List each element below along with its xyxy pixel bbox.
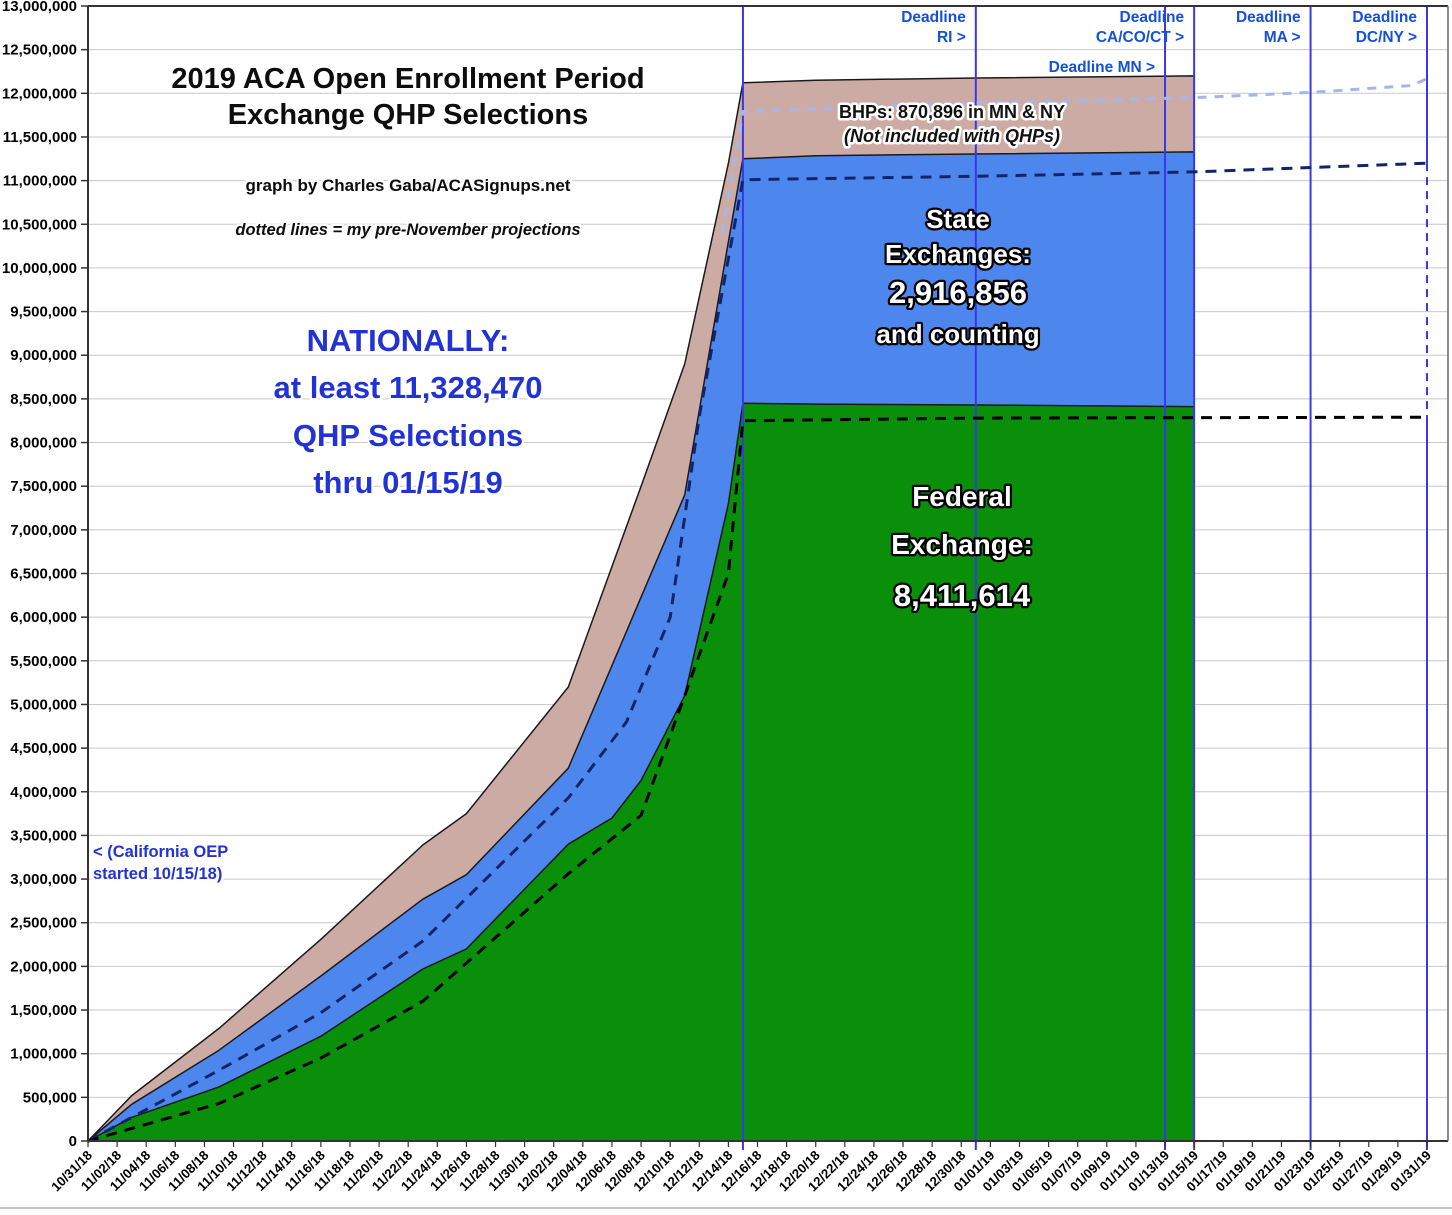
y-tick-label: 9,000,000 <box>10 347 77 364</box>
area-value-labels: BHPs: 870,896 in MN & NY (Not included wi… <box>836 100 1067 616</box>
y-tick-label: 4,000,000 <box>10 784 77 801</box>
y-tick-label: 1,000,000 <box>10 1046 77 1063</box>
area-federal <box>87 402 1195 1142</box>
y-tick-label: 13,000,000 <box>2 0 77 15</box>
bhp-label-line1: BHPs: 870,896 in MN & NY <box>839 102 1065 122</box>
y-tick-label: 8,500,000 <box>10 391 77 408</box>
state-exchanges-label: and counting <box>876 319 1039 349</box>
y-tick-label: 10,500,000 <box>2 216 77 233</box>
y-tick-label: 9,500,000 <box>10 304 77 321</box>
x-axis-labels: 10/31/1811/02/1811/04/1811/06/1811/08/18… <box>48 1141 1434 1194</box>
y-tick-label: 11,000,000 <box>3 173 77 190</box>
y-tick-label: 1,500,000 <box>10 1002 77 1019</box>
projection-line-0 <box>87 161 1428 1143</box>
y-tick-label: 3,000,000 <box>10 871 77 888</box>
y-tick-label: 5,000,000 <box>10 696 77 713</box>
federal-exchange-label: 8,411,614 <box>894 578 1031 613</box>
bhp-label-line2: (Not included with QHPs) <box>844 126 1060 146</box>
y-tick-label: 7,000,000 <box>10 522 77 539</box>
projection-lines <box>87 77 1428 1143</box>
y-axis-labels: 0 500,000 1,000,000 1,500,000 2,000,000 2,500… <box>2 0 77 1150</box>
y-tick-label: 6,500,000 <box>10 566 77 583</box>
state-exchanges-label: State <box>926 204 990 234</box>
projection-line-2 <box>721 77 1428 234</box>
y-tick-label: 12,500,000 <box>2 42 77 59</box>
deadline-lines <box>741 6 1428 1150</box>
projection-line-1 <box>87 415 1428 1143</box>
state-exchanges-label: Exchanges: <box>885 239 1031 269</box>
plot-frame <box>0 5 1452 1209</box>
y-tick-label: 0 <box>69 1133 77 1150</box>
y-tick-label: 12,000,000 <box>2 85 77 102</box>
y-tick-label: 6,000,000 <box>10 609 77 626</box>
stacked-areas <box>87 75 1195 1142</box>
y-tick-label: 10,000,000 <box>2 260 77 277</box>
y-tick-label: 5,500,000 <box>10 653 77 670</box>
y-tick-label: 2,000,000 <box>10 958 77 975</box>
federal-exchange-label: Federal <box>912 481 1012 512</box>
y-tick-label: 7,500,000 <box>10 478 77 495</box>
y-tick-label: 2,500,000 <box>10 915 77 932</box>
state-exchanges-label: 2,916,856 <box>889 275 1027 310</box>
y-tick-label: 11,500,000 <box>3 129 77 146</box>
federal-exchange-label: Exchange: <box>891 529 1033 560</box>
y-tick-label: 3,500,000 <box>10 827 77 844</box>
y-tick-label: 8,000,000 <box>10 435 77 452</box>
y-tick-label: 4,500,000 <box>10 740 77 757</box>
y-tick-label: 500,000 <box>23 1089 77 1106</box>
